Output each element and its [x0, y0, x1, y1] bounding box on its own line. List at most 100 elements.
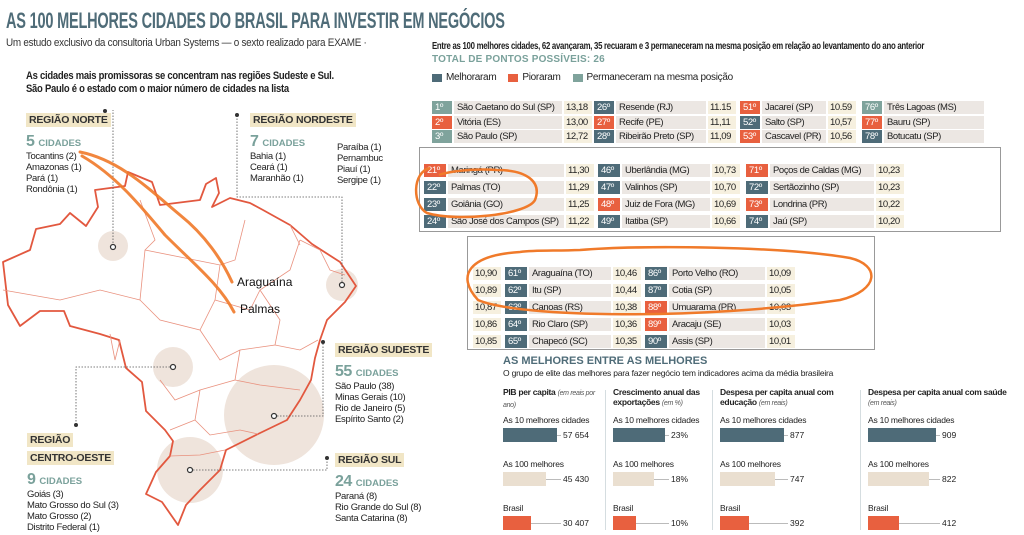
rank-badge: 52º: [740, 115, 760, 129]
bar-leader: [557, 435, 561, 436]
map-label-palmas: Palmas: [240, 302, 280, 316]
city-name: Porto Velho (RO): [669, 267, 765, 280]
state-borders: [2, 199, 346, 457]
rank-badge: 51º: [740, 101, 760, 114]
region-states: Tocantins (2) Amazonas (1) Pará (1) Rondôni…: [26, 151, 82, 195]
region-centro-oeste: REGIÃO CENTRO-OESTE 9 CIDADES Goiás (3) M…: [27, 430, 119, 533]
chart-panel: PIB per capita (em reais por ano): [503, 387, 607, 415]
region-tag: REGIÃO NORTE: [26, 113, 111, 127]
region-states: Goiás (3) Mato Grosso do Sul (3) Mato Gros…: [27, 489, 119, 533]
city-name: Recife (PE): [616, 115, 706, 129]
bar: [868, 516, 899, 530]
panel-unit: (em %): [661, 400, 683, 407]
rank-badge: 77º: [862, 115, 882, 129]
legend: Melhoraram Pioraram Permaneceram na mesma …: [432, 72, 733, 83]
rank-badge: 22º: [424, 181, 446, 194]
city-name: Cotia (SP): [669, 284, 765, 297]
chart-subtitle: O grupo de elite das melhores para fazer…: [503, 368, 834, 378]
region-states-2: Paraíba (1) Pernambuc Piauí (1) Sergipe (1): [337, 142, 383, 186]
bar: [503, 472, 546, 486]
leader-centro-oeste: [75, 366, 173, 425]
region-nordeste: REGIÃO NORDESTE 7 CIDADES Bahia (1) Ceará…: [250, 110, 400, 186]
region-count: 5 CIDADES: [26, 133, 82, 150]
city-score: 10,70: [712, 181, 740, 194]
category-label: As 10 melhores cidades: [868, 415, 955, 425]
region-tag-2: CENTRO-OESTE: [27, 451, 115, 465]
city-score: 13,00: [564, 115, 592, 129]
value-label: 18%: [671, 474, 689, 484]
city-name: Sertãozinho (SP): [770, 181, 874, 194]
city-name: Poços de Caldas (MG): [770, 164, 874, 177]
city-name: Jaú (SP): [770, 215, 874, 228]
category-label: As 100 melhores: [720, 459, 781, 469]
city-name: Araguaína (TO): [529, 267, 611, 280]
bar: [720, 428, 784, 442]
city-score: 10,56: [828, 130, 856, 143]
bar: [720, 516, 749, 530]
category-label: Brasil: [720, 503, 741, 513]
rank-badge: 3º: [432, 130, 452, 143]
value-label: 10%: [671, 518, 689, 528]
legend-item: Melhoraram: [432, 72, 497, 83]
panel-title-text: Despesa per capita anual com saúde: [868, 387, 1007, 397]
rank-badge: 64º: [505, 318, 527, 331]
category-label: As 10 melhores cidades: [613, 415, 700, 425]
bar-leader: [774, 479, 788, 480]
legend-label: Melhoraram: [446, 72, 497, 83]
lead-text: As cidades mais promissoras se concentra…: [26, 70, 334, 96]
city-score: 10,57: [828, 115, 856, 129]
legend-label: Permaneceram na mesma posição: [586, 72, 734, 83]
panel-separator: [605, 390, 606, 530]
value-label: 30 407: [563, 518, 589, 528]
bar: [613, 516, 636, 530]
panel-title-text: Crescimento anual das exportações: [613, 387, 700, 407]
city-score: 10,22: [876, 198, 904, 211]
city-name: Vitória (ES): [454, 115, 562, 129]
rank-badge: 26º: [594, 101, 614, 114]
lead-line-1: As cidades mais promissoras se concentra…: [26, 70, 334, 82]
region-states: São Paulo (38) Minas Gerais (10) Rio de Ja…: [335, 381, 406, 425]
panel-separator: [712, 390, 713, 530]
city-score: 10,69: [712, 198, 740, 211]
rank-badge: 73º: [746, 198, 768, 211]
annotations: [414, 166, 873, 316]
city-score: 13,18: [564, 101, 592, 114]
legend-swatch: [572, 73, 583, 82]
annotation-ellipse-araguaina-itu: [466, 245, 873, 316]
region-norte: REGIÃO NORTE 5 CIDADES Tocantins (2) Amaz…: [26, 110, 111, 195]
city-score: 11,30: [566, 164, 594, 177]
city-score: 10,73: [712, 164, 740, 177]
rank-badge: 46º: [598, 164, 620, 177]
city-name: Resende (RJ): [616, 101, 706, 114]
rank-badge: 28º: [594, 130, 614, 143]
city-score: 10,44: [613, 284, 641, 297]
region-sul: REGIÃO SUL 24 CIDADES Paraná (8) Rio Gran…: [335, 450, 421, 524]
category-label: As 10 melhores cidades: [720, 415, 807, 425]
region-tag: REGIÃO SUDESTE: [335, 343, 433, 357]
panel-title-text: PIB per capita: [503, 387, 558, 397]
city-score: 11.15: [708, 101, 736, 114]
rank-badge: 27º: [594, 115, 614, 129]
rank-badge: 1º: [432, 101, 452, 114]
legend-swatch: [432, 73, 442, 82]
rank-badge: 24º: [424, 215, 446, 228]
city-score: 11,09: [708, 130, 736, 143]
rank-badge: 87º: [645, 284, 667, 297]
panel-unit: (em reais): [758, 400, 788, 407]
city-score: 12,72: [564, 130, 592, 143]
region-tag: REGIÃO NORDESTE: [250, 113, 356, 127]
region-states: Paraná (8) Rio Grande do Sul (8) Santa Cat…: [335, 491, 422, 524]
region-tag: REGIÃO: [27, 433, 74, 447]
rank-badge: 74º: [746, 215, 768, 228]
city-score: 10,20: [876, 215, 904, 228]
panel-title-text: Despesa per capita anual com educação: [720, 387, 834, 407]
category-label: As 100 melhores: [613, 459, 674, 469]
city-score: 10,23: [876, 181, 904, 194]
bar-leader: [635, 523, 669, 524]
rank-badge: 90º: [645, 335, 667, 348]
bar-leader: [653, 479, 669, 480]
category-label: As 100 melhores: [503, 459, 564, 469]
city-name: Cascavel (PR): [762, 130, 826, 143]
legend-item: Permaneceram na mesma posição: [572, 72, 734, 83]
